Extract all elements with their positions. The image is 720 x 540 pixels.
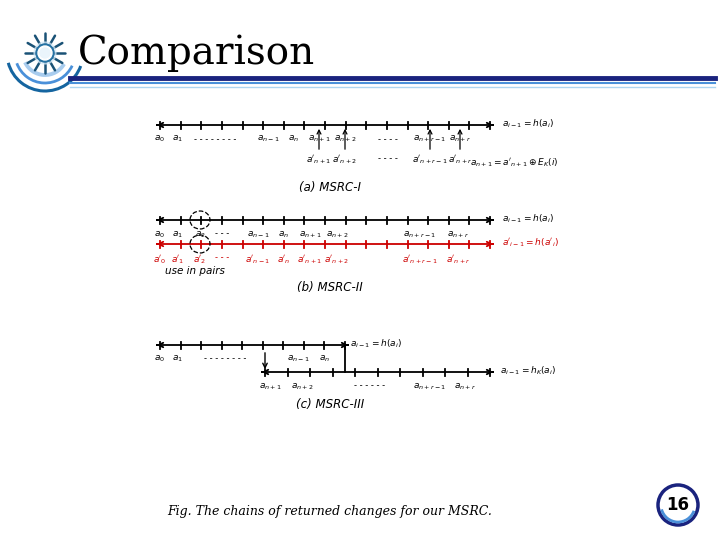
Text: $a'_{n+2}$: $a'_{n+2}$ — [325, 253, 350, 266]
Text: $a_0$: $a_0$ — [154, 354, 166, 364]
Text: $a'_{n+r}$: $a'_{n+r}$ — [448, 154, 472, 166]
Text: $a_{i-1} = h(a_i)$: $a_{i-1} = h(a_i)$ — [350, 338, 402, 350]
Text: $a_{i-1} = h(a_i)$: $a_{i-1} = h(a_i)$ — [502, 213, 554, 225]
Text: - - -: - - - — [215, 229, 229, 238]
Text: $a_1$: $a_1$ — [173, 134, 184, 145]
Text: $a_2$: $a_2$ — [194, 229, 205, 240]
Text: $a_n$: $a_n$ — [320, 354, 330, 364]
Text: $a_{n+2}$: $a_{n+2}$ — [291, 381, 313, 391]
Text: $a'_n$: $a'_n$ — [277, 253, 291, 266]
Text: $a_{n+r}$: $a_{n+r}$ — [447, 229, 469, 240]
Text: $a'_{n+r-1}$: $a'_{n+r-1}$ — [413, 154, 448, 166]
Text: - - -: - - - — [215, 253, 229, 262]
Text: $a_{n+2}$: $a_{n+2}$ — [333, 134, 356, 145]
Text: $a_{i-1} = h_K(a_i)$: $a_{i-1} = h_K(a_i)$ — [500, 364, 556, 377]
Text: Comparison: Comparison — [78, 34, 315, 72]
Text: - - - - - - - -: - - - - - - - - — [204, 354, 246, 363]
Text: $a'_{n+1}$: $a'_{n+1}$ — [307, 154, 332, 166]
Text: $a_{n+r}$: $a_{n+r}$ — [454, 381, 476, 391]
Text: $a'_{n+2}$: $a'_{n+2}$ — [333, 154, 358, 166]
Text: 16: 16 — [667, 496, 690, 514]
Text: - - - - - -: - - - - - - — [354, 381, 386, 390]
Text: $a_{n+1}$: $a_{n+1}$ — [307, 134, 330, 145]
Text: $a_{n+1}$: $a_{n+1}$ — [258, 381, 282, 391]
Text: - - - - - - - -: - - - - - - - - — [194, 135, 236, 144]
Circle shape — [34, 42, 56, 64]
Text: $a_{n+r-1}$: $a_{n+r-1}$ — [403, 229, 436, 240]
Text: - - - -: - - - - — [378, 135, 398, 144]
Text: $a_{n+r}$: $a_{n+r}$ — [449, 134, 471, 145]
Circle shape — [40, 48, 50, 58]
Text: use in pairs: use in pairs — [165, 266, 225, 276]
Text: $a'_0$: $a'_0$ — [153, 253, 167, 266]
Text: $a_{i-1} = h(a_i)$: $a_{i-1} = h(a_i)$ — [502, 118, 554, 130]
Text: $a'_1$: $a'_1$ — [171, 253, 185, 266]
Text: $a_{n+1} = a'_{n+1} \oplus E_K(i)$: $a_{n+1} = a'_{n+1} \oplus E_K(i)$ — [470, 157, 559, 169]
Text: (a) MSRC-I: (a) MSRC-I — [299, 181, 361, 194]
Text: $a'_2$: $a'_2$ — [193, 253, 207, 266]
Text: $a_n$: $a_n$ — [289, 134, 300, 145]
Text: $a_{n-1}$: $a_{n-1}$ — [247, 229, 269, 240]
Text: Fig. The chains of returned changes for our MSRC.: Fig. The chains of returned changes for … — [168, 505, 492, 518]
Text: - - - -: - - - - — [378, 154, 398, 163]
Text: $a'_{i-1} = h(a'_i)$: $a'_{i-1} = h(a'_i)$ — [502, 237, 559, 249]
Text: $a_{n-1}$: $a_{n-1}$ — [256, 134, 279, 145]
Text: $a_0$: $a_0$ — [154, 134, 166, 145]
Circle shape — [38, 46, 52, 60]
Text: $a_0$: $a_0$ — [154, 229, 166, 240]
Text: $a_1$: $a_1$ — [173, 354, 184, 364]
Text: $a_1$: $a_1$ — [173, 229, 184, 240]
Text: $a'_{n+r}$: $a'_{n+r}$ — [446, 253, 470, 266]
Text: $a'_{n-1}$: $a'_{n-1}$ — [246, 253, 271, 266]
Text: $a_{n+r-1}$: $a_{n+r-1}$ — [413, 381, 446, 391]
Text: $a_n$: $a_n$ — [279, 229, 289, 240]
Text: (b) MSRC-II: (b) MSRC-II — [297, 281, 363, 294]
Text: $a_{n+2}$: $a_{n+2}$ — [325, 229, 348, 240]
Circle shape — [36, 44, 54, 62]
Text: $a_{n+r-1}$: $a_{n+r-1}$ — [413, 134, 446, 145]
Text: $a_{n+1}$: $a_{n+1}$ — [299, 229, 321, 240]
Text: $a_{n-1}$: $a_{n-1}$ — [287, 354, 310, 364]
Circle shape — [658, 485, 698, 525]
Text: $a'_{n+1}$: $a'_{n+1}$ — [297, 253, 323, 266]
Text: $a'_{n+r-1}$: $a'_{n+r-1}$ — [402, 253, 438, 266]
Text: (c) MSRC-III: (c) MSRC-III — [296, 398, 364, 411]
